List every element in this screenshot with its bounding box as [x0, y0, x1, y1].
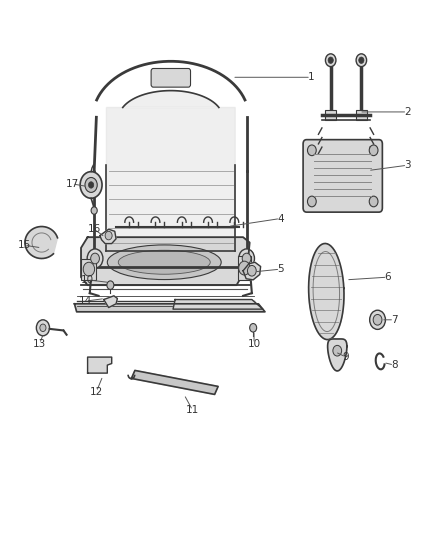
Circle shape [91, 253, 99, 264]
FancyBboxPatch shape [303, 140, 382, 212]
Text: 10: 10 [81, 275, 94, 285]
Circle shape [105, 231, 112, 240]
Circle shape [242, 253, 251, 264]
Bar [81, 259, 96, 280]
Polygon shape [81, 237, 250, 285]
Circle shape [307, 196, 316, 207]
Text: 16: 16 [88, 224, 101, 234]
Circle shape [239, 261, 250, 275]
Circle shape [40, 324, 46, 332]
Text: 12: 12 [90, 387, 103, 397]
Circle shape [370, 310, 385, 329]
Circle shape [373, 314, 382, 325]
Text: 9: 9 [343, 352, 350, 362]
Circle shape [333, 345, 342, 356]
Circle shape [369, 196, 378, 207]
Bar [356, 110, 367, 120]
Circle shape [239, 249, 254, 268]
Bar [325, 110, 336, 120]
Polygon shape [131, 370, 218, 394]
Circle shape [250, 324, 257, 332]
Circle shape [107, 281, 114, 289]
Circle shape [80, 172, 102, 198]
Text: 2: 2 [404, 107, 411, 117]
Text: 3: 3 [404, 160, 411, 170]
Ellipse shape [107, 245, 221, 279]
Text: 1: 1 [307, 72, 314, 82]
Text: 13: 13 [33, 339, 46, 349]
Polygon shape [25, 227, 57, 259]
Circle shape [325, 54, 336, 67]
Circle shape [247, 265, 256, 276]
Polygon shape [173, 300, 263, 309]
Circle shape [87, 249, 103, 268]
Polygon shape [88, 357, 112, 373]
Circle shape [328, 57, 333, 63]
Text: 5: 5 [277, 264, 284, 274]
Polygon shape [104, 296, 117, 308]
Bar [238, 256, 251, 280]
Text: 15: 15 [18, 240, 31, 250]
Polygon shape [74, 304, 265, 312]
Text: 17: 17 [66, 179, 79, 189]
Circle shape [356, 54, 367, 67]
Circle shape [307, 145, 316, 156]
Text: 10: 10 [247, 339, 261, 349]
FancyBboxPatch shape [151, 68, 191, 87]
Ellipse shape [118, 250, 210, 274]
Text: 7: 7 [391, 315, 398, 325]
Text: 14: 14 [79, 296, 92, 306]
Text: 8: 8 [391, 360, 398, 370]
Polygon shape [243, 262, 261, 280]
Circle shape [359, 57, 364, 63]
Text: 6: 6 [384, 272, 391, 282]
Polygon shape [100, 229, 116, 244]
Circle shape [85, 177, 97, 192]
Text: 4: 4 [277, 214, 284, 223]
Polygon shape [309, 244, 344, 340]
Text: 11: 11 [186, 406, 199, 415]
Circle shape [369, 145, 378, 156]
Circle shape [36, 320, 49, 336]
Polygon shape [328, 339, 347, 371]
Circle shape [88, 182, 94, 188]
Circle shape [83, 262, 95, 276]
Polygon shape [106, 91, 235, 251]
Circle shape [91, 207, 97, 214]
